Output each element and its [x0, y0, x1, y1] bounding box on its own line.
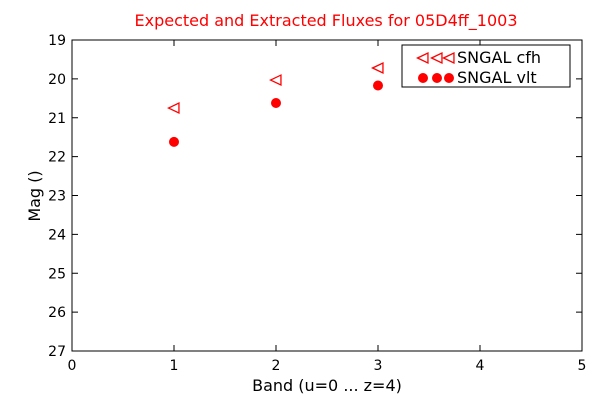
- data-point-series-2: [271, 97, 281, 108]
- x-tick-label: 3: [374, 358, 383, 374]
- y-tick-label: 24: [48, 227, 66, 243]
- x-tick-label: 5: [578, 358, 587, 374]
- y-tick-label: 20: [48, 72, 66, 88]
- data-point-series-1: [166, 102, 180, 115]
- plot-area: [72, 40, 582, 351]
- data-point-series-1: [268, 74, 282, 87]
- legend-marker-series-1: [415, 52, 429, 64]
- data-marks: [166, 62, 384, 147]
- legend-markers: [415, 52, 455, 83]
- legend-label-sngal-cfh: SNGAL cfh: [457, 48, 541, 67]
- legend: SNGAL cfh SNGAL vlt: [401, 44, 571, 88]
- y-tick-label: 25: [48, 266, 66, 282]
- data-point-series-2: [169, 136, 179, 147]
- chart-title: Expected and Extracted Fluxes for 05D4ff…: [134, 11, 517, 31]
- plot-frame: [71, 39, 583, 352]
- legend-marker-series-2: [418, 73, 428, 83]
- y-tick-label: 26: [48, 305, 66, 321]
- x-tick-label: 0: [68, 358, 77, 374]
- y-tick-label: 23: [48, 189, 66, 205]
- data-point-series-2: [373, 80, 383, 91]
- x-tick-label: 4: [476, 358, 485, 374]
- y-tick-label: 21: [48, 111, 66, 127]
- legend-box: [401, 44, 571, 88]
- y-tick-label: 27: [48, 344, 66, 360]
- x-tick-label: 2: [272, 358, 281, 374]
- x-axis-label: Band (u=0 ... z=4): [252, 376, 402, 395]
- data-point-series-1: [370, 62, 384, 74]
- legend-label-sngal-vlt: SNGAL vlt: [457, 68, 537, 87]
- y-axis-label: Mag (): [25, 170, 44, 221]
- x-tick-label: 1: [170, 358, 179, 374]
- legend-marker-series-2: [432, 73, 442, 83]
- y-tick-label: 22: [48, 150, 66, 166]
- legend-marker-series-2: [444, 73, 454, 83]
- legend-marker-series-1: [429, 52, 443, 64]
- y-tick-label: 19: [48, 33, 66, 49]
- legend-marker-series-1: [441, 52, 455, 64]
